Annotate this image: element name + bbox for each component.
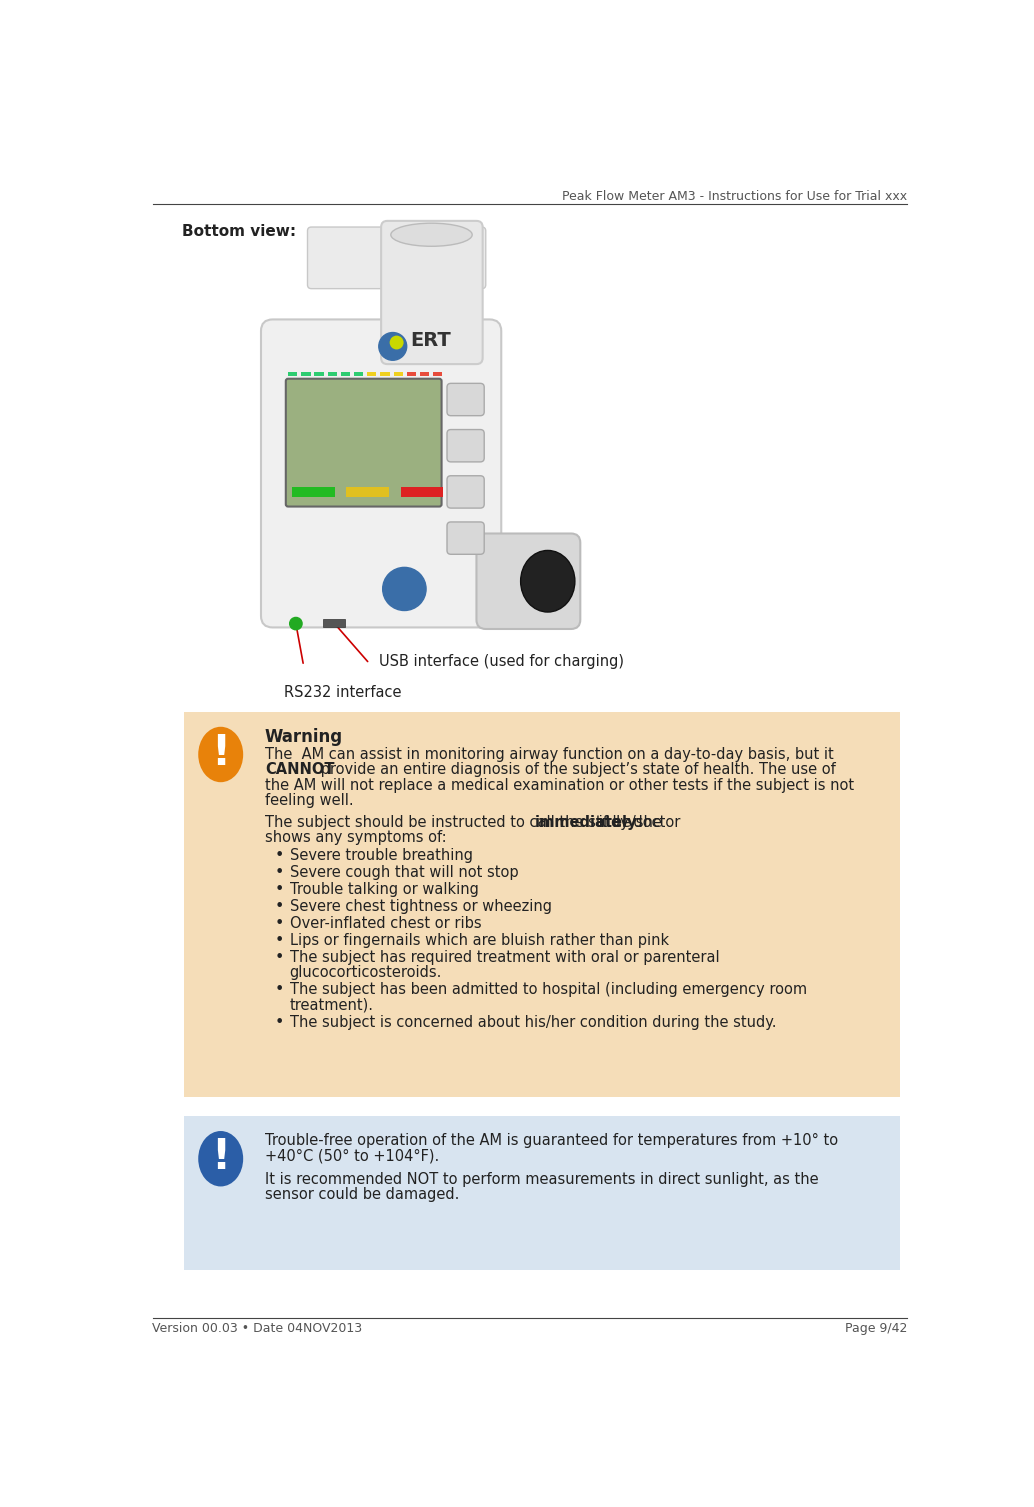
Bar: [394, 372, 403, 375]
Text: •: •: [274, 865, 283, 880]
Text: Peak Flow Meter AM3 - Instructions for Use for Trial xxx: Peak Flow Meter AM3 - Instructions for U…: [562, 190, 908, 203]
Text: The subject has been admitted to hospital (including emergency room: The subject has been admitted to hospita…: [290, 983, 807, 998]
FancyBboxPatch shape: [447, 383, 484, 416]
Bar: [433, 372, 443, 375]
Bar: [323, 619, 344, 627]
Text: Warning: Warning: [265, 728, 343, 746]
FancyBboxPatch shape: [447, 476, 484, 508]
Text: immediately: immediately: [535, 815, 637, 829]
Text: The  AM can assist in monitoring airway function on a day-to-day basis, but it: The AM can assist in monitoring airway f…: [265, 747, 833, 763]
FancyBboxPatch shape: [285, 378, 442, 506]
Bar: [420, 372, 429, 375]
Bar: [301, 372, 310, 375]
FancyBboxPatch shape: [447, 521, 484, 555]
Bar: [381, 372, 390, 375]
Ellipse shape: [390, 336, 403, 350]
Text: shows any symptoms of:: shows any symptoms of:: [265, 830, 447, 845]
Text: treatment).: treatment).: [290, 998, 373, 1013]
Text: Trouble talking or walking: Trouble talking or walking: [290, 882, 479, 897]
Bar: [288, 372, 298, 375]
Circle shape: [383, 567, 426, 610]
Text: Severe chest tightness or wheezing: Severe chest tightness or wheezing: [290, 900, 552, 915]
Text: Severe trouble breathing: Severe trouble breathing: [290, 848, 473, 864]
Text: •: •: [274, 916, 283, 931]
Text: RS232 interface: RS232 interface: [284, 686, 402, 701]
Ellipse shape: [199, 726, 243, 782]
FancyBboxPatch shape: [307, 228, 486, 289]
Text: if he/she: if he/she: [595, 815, 662, 829]
Text: Version 00.03 • Date 04NOV2013: Version 00.03 • Date 04NOV2013: [152, 1322, 363, 1335]
Bar: [292, 487, 335, 496]
Bar: [354, 372, 363, 375]
Text: •: •: [274, 848, 283, 864]
Ellipse shape: [199, 1132, 243, 1186]
Text: +40°C (50° to +104°F).: +40°C (50° to +104°F).: [265, 1148, 439, 1163]
Text: the AM will not replace a medical examination or other tests if the subject is n: the AM will not replace a medical examin…: [265, 778, 854, 793]
Text: Over-inflated chest or ribs: Over-inflated chest or ribs: [290, 916, 481, 931]
Bar: [328, 372, 337, 375]
Text: feeling well.: feeling well.: [265, 793, 354, 808]
Text: •: •: [274, 949, 283, 964]
FancyBboxPatch shape: [261, 319, 501, 627]
Text: Trouble-free operation of the AM is guaranteed for temperatures from +10° to: Trouble-free operation of the AM is guar…: [265, 1133, 838, 1148]
Text: USB interface (used for charging): USB interface (used for charging): [378, 654, 624, 669]
Text: It is recommended NOT to perform measurements in direct sunlight, as the: It is recommended NOT to perform measure…: [265, 1172, 819, 1188]
Text: Bottom view:: Bottom view:: [182, 225, 296, 240]
Text: The subject is concerned about his/her condition during the study.: The subject is concerned about his/her c…: [290, 1014, 777, 1029]
Text: •: •: [274, 983, 283, 998]
Text: •: •: [274, 933, 283, 948]
Text: •: •: [274, 882, 283, 897]
FancyBboxPatch shape: [477, 533, 580, 628]
Text: •: •: [274, 1014, 283, 1029]
Ellipse shape: [391, 223, 473, 246]
FancyBboxPatch shape: [447, 429, 484, 461]
Text: •: •: [274, 900, 283, 915]
Bar: [346, 487, 389, 496]
Ellipse shape: [521, 550, 575, 612]
Text: Severe cough that will not stop: Severe cough that will not stop: [290, 865, 518, 880]
Text: Page 9/42: Page 9/42: [845, 1322, 908, 1335]
FancyBboxPatch shape: [382, 222, 483, 365]
FancyBboxPatch shape: [183, 1117, 901, 1270]
Circle shape: [290, 618, 302, 630]
Bar: [341, 372, 351, 375]
Text: sensor could be damaged.: sensor could be damaged.: [265, 1188, 459, 1203]
Text: The subject has required treatment with oral or parenteral: The subject has required treatment with …: [290, 949, 720, 964]
Text: Lips or fingernails which are bluish rather than pink: Lips or fingernails which are bluish rat…: [290, 933, 669, 948]
Bar: [367, 372, 376, 375]
Bar: [406, 372, 416, 375]
Text: The subject should be instructed to call the study doctor: The subject should be instructed to call…: [265, 815, 685, 829]
Text: CANNOT: CANNOT: [265, 763, 334, 778]
Bar: [400, 487, 444, 496]
Text: ERT: ERT: [409, 332, 451, 351]
Text: !: !: [211, 732, 231, 775]
Text: provide an entire diagnosis of the subject’s state of health. The use of: provide an entire diagnosis of the subje…: [316, 763, 835, 778]
FancyBboxPatch shape: [183, 713, 901, 1097]
Bar: [314, 372, 324, 375]
Text: !: !: [211, 1136, 231, 1178]
Text: glucocorticosteroids.: glucocorticosteroids.: [290, 966, 443, 981]
Circle shape: [378, 333, 406, 360]
